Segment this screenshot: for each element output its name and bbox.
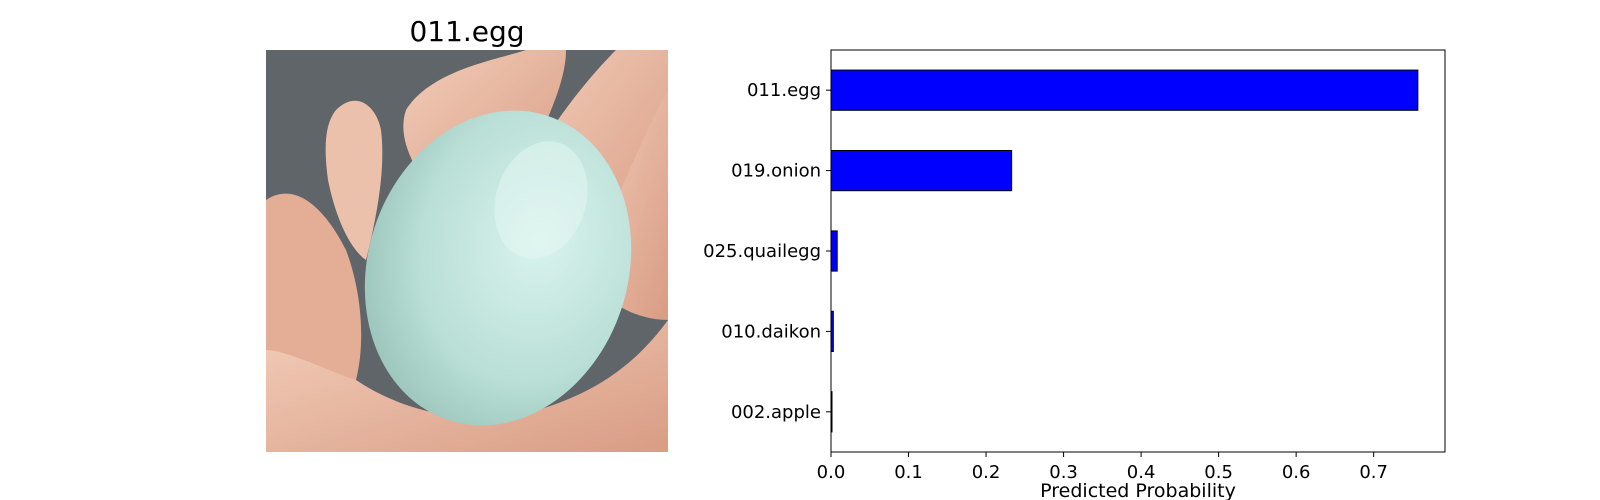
egg-photo-drawing bbox=[266, 50, 668, 452]
x-tick-label: 0.0 bbox=[817, 462, 846, 483]
x-tick-label: 0.2 bbox=[972, 462, 1001, 483]
x-tick-label: 0.7 bbox=[1359, 462, 1388, 483]
x-ticks: 0.0 0.1 0.2 0.3 0.4 0.5 0.6 0.7 bbox=[817, 452, 1388, 483]
x-tick-label: 0.6 bbox=[1282, 462, 1311, 483]
image-title: 011.egg bbox=[409, 15, 525, 48]
bar-019.onion bbox=[830, 150, 1013, 192]
bars-layer bbox=[830, 69, 1419, 433]
bar-025.quailegg bbox=[830, 230, 838, 272]
y-tick-label: 025.quailegg bbox=[703, 241, 821, 262]
y-tick-label: 011.egg bbox=[747, 80, 821, 101]
y-ticks: 011.egg 019.onion 025.quailegg 010.daikon 00… bbox=[703, 80, 831, 423]
x-axis-label: Predicted Probability bbox=[1040, 480, 1236, 500]
x-tick-label: 0.5 bbox=[1204, 462, 1233, 483]
y-tick-label: 010.daikon bbox=[721, 321, 821, 342]
bar-011.egg bbox=[830, 69, 1419, 111]
x-tick-label: 0.4 bbox=[1127, 462, 1156, 483]
egg-photo bbox=[266, 50, 668, 452]
y-tick-label: 002.apple bbox=[731, 402, 821, 423]
x-tick-label: 0.1 bbox=[894, 462, 923, 483]
y-tick-label: 019.onion bbox=[731, 161, 821, 182]
x-tick-label: 0.3 bbox=[1049, 462, 1078, 483]
